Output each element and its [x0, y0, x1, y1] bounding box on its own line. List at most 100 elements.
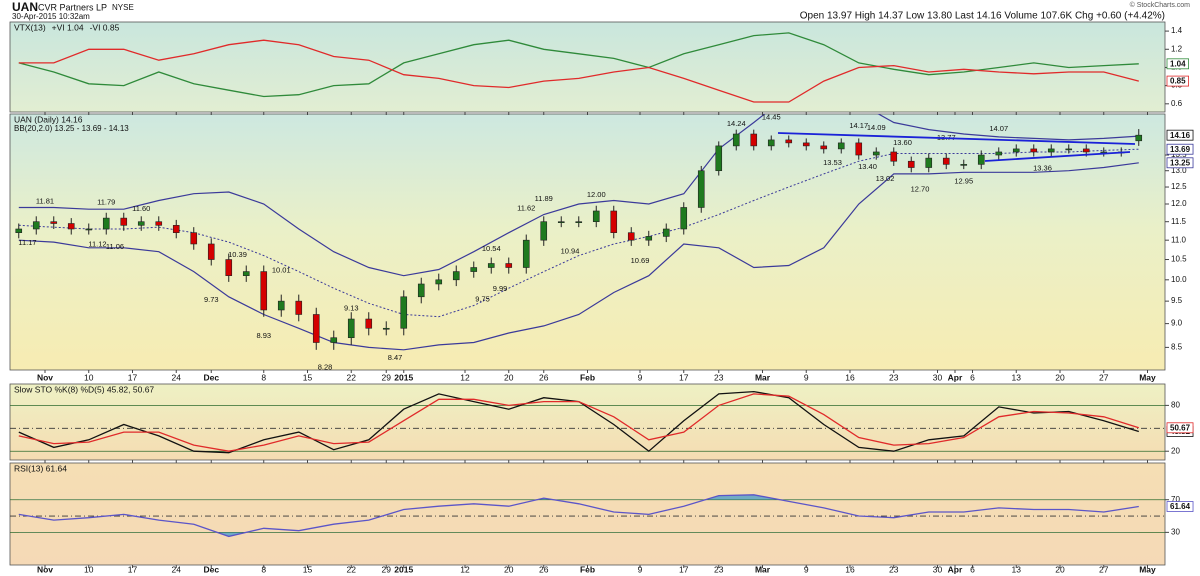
price-annotation: 11.17	[18, 238, 36, 247]
x-tick-label: Apr	[948, 372, 963, 382]
price-annotation: 10.69	[631, 256, 650, 265]
price-annotation: 13.53	[823, 158, 842, 167]
y-tick-label: 12.5	[1171, 182, 1187, 191]
y-tick-label: 1.2	[1171, 44, 1183, 53]
candle-body	[50, 221, 58, 224]
panel-label: UAN (Daily) 14.16	[14, 114, 83, 124]
candle-body	[120, 217, 128, 226]
x-tick-label: 29	[382, 564, 392, 574]
legend-entry: -VI 0.85	[90, 22, 120, 32]
candle-body	[225, 259, 233, 276]
price-annotation: 12.70	[911, 184, 930, 193]
x-tick-label: 16	[845, 372, 855, 382]
x-tick-label: 23	[889, 564, 899, 574]
x-tick-label: 17	[128, 564, 138, 574]
panel-background	[9, 113, 1166, 371]
credit: © StockCharts.com	[1130, 1, 1191, 9]
candle-body	[330, 337, 338, 343]
x-tick-label: Apr	[948, 564, 963, 574]
candle-body	[452, 271, 460, 281]
value-tag-box	[1166, 157, 1194, 169]
panel-label: VTX(13)	[14, 22, 46, 32]
x-tick-label: 2015	[394, 372, 413, 382]
candle-body	[662, 228, 670, 237]
candle-body	[382, 327, 390, 330]
company-name: CVR Partners LP	[38, 2, 107, 12]
y-tick-label: 80	[1171, 400, 1180, 409]
candle-body	[540, 221, 548, 241]
x-tick-label: 6	[970, 372, 975, 382]
candle-body	[907, 160, 915, 168]
price-annotation: 11.60	[132, 204, 150, 213]
candle-body	[960, 164, 968, 166]
x-tick-label: 24	[172, 564, 182, 574]
price-annotation: 13.60	[893, 138, 912, 147]
x-tick-label: Mar	[755, 564, 771, 574]
price-annotation: 8.28	[318, 362, 333, 371]
value-tag: 13.25	[1170, 158, 1191, 167]
x-tick-label: 26	[539, 372, 549, 382]
x-tick-label: 20	[1055, 564, 1065, 574]
candle-body	[155, 221, 163, 226]
price-annotation: 10.54	[482, 244, 501, 253]
x-tick-label: 23	[714, 372, 724, 382]
candle-body	[67, 223, 75, 230]
x-tick-label: 30	[933, 372, 943, 382]
y-tick-label: 30	[1171, 527, 1180, 536]
x-tick-label: 24	[172, 372, 182, 382]
value-tag: 13.69	[1170, 145, 1191, 154]
value-tag-box	[1166, 58, 1189, 70]
value-tag-box	[1166, 501, 1194, 512]
candle-body	[505, 263, 513, 268]
candle-body	[137, 221, 145, 226]
panel-background	[9, 383, 1166, 461]
band-middle	[18, 148, 1139, 318]
candle-body	[207, 243, 215, 260]
x-tick-label: 15	[303, 564, 313, 574]
x-tick-label: 20	[1055, 372, 1065, 382]
price-annotation: 13.77	[937, 133, 956, 142]
y-tick-label: 9.5	[1171, 296, 1183, 305]
trendlines	[777, 132, 1136, 162]
candle-body	[400, 296, 408, 329]
x-tick-label: 27	[1099, 564, 1109, 574]
timestamp: 30-Apr-2015 10:32am	[12, 12, 90, 21]
x-tick-label: 8	[261, 564, 266, 574]
x-tick-label: 22	[347, 564, 357, 574]
candle-body	[995, 151, 1003, 156]
candle-body	[312, 314, 320, 343]
candle-body	[1065, 148, 1073, 151]
candle-body	[785, 139, 793, 144]
candle-body	[645, 236, 653, 241]
candle-body	[172, 225, 180, 233]
x-tick-label: 12	[460, 372, 470, 382]
candle-body	[942, 157, 950, 165]
plot-area	[10, 494, 1165, 538]
plot-area	[15, 114, 1143, 351]
y-tick-label: 11.5	[1171, 217, 1187, 226]
price-annotation: 12.00	[587, 190, 606, 199]
x-tick-label: 12	[460, 564, 470, 574]
x-tick-label: 22	[347, 372, 357, 382]
band-line	[18, 114, 1139, 277]
x-tick-label: Mar	[755, 372, 771, 382]
x-tick-label: 9	[804, 564, 809, 574]
candle-body	[575, 221, 583, 223]
candle-body	[1135, 134, 1143, 142]
y-tick-label: 0.6	[1171, 99, 1183, 108]
price-annotation: 10.94	[561, 246, 580, 255]
price-annotation: 13.40	[858, 162, 877, 171]
candle-body	[347, 318, 355, 339]
price-annotation: 12.95	[954, 176, 973, 185]
candle-body	[365, 318, 373, 329]
price-annotation: 9.13	[344, 304, 359, 313]
x-tick-label: 2015	[394, 564, 413, 574]
y-tick-label: 13.5	[1171, 150, 1187, 159]
band-line	[18, 162, 1139, 351]
x-tick-label: 8	[261, 372, 266, 382]
candle-body	[1082, 148, 1090, 153]
price-annotation: 13.02	[876, 174, 895, 183]
price-annotation: 8.47	[388, 353, 403, 362]
candle-body	[680, 207, 688, 230]
